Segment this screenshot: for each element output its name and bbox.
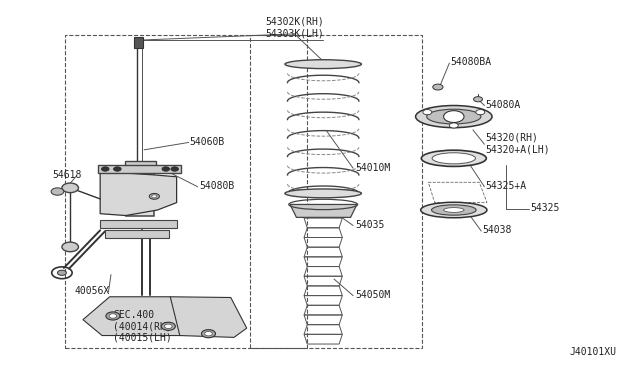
Circle shape	[444, 111, 464, 122]
Polygon shape	[100, 173, 177, 215]
Circle shape	[62, 183, 79, 193]
Text: 54080A: 54080A	[486, 100, 521, 110]
Text: J40101XU: J40101XU	[570, 347, 616, 357]
Text: 54035: 54035	[355, 220, 385, 230]
Text: SEC.400
(40014(RH)
(40015(LH): SEC.400 (40014(RH) (40015(LH)	[113, 310, 172, 343]
Circle shape	[152, 195, 157, 198]
Circle shape	[106, 312, 120, 320]
Circle shape	[51, 188, 64, 195]
Ellipse shape	[285, 60, 362, 68]
Text: 54320(RH)
54320+A(LH): 54320(RH) 54320+A(LH)	[486, 133, 550, 154]
Circle shape	[423, 110, 432, 115]
Bar	[99, 165, 181, 173]
Ellipse shape	[444, 208, 464, 212]
Circle shape	[164, 324, 172, 328]
Circle shape	[474, 97, 483, 102]
Circle shape	[171, 167, 179, 171]
Circle shape	[161, 322, 175, 330]
Text: 54080B: 54080B	[199, 181, 234, 191]
Bar	[250, 35, 422, 349]
Circle shape	[109, 314, 116, 318]
Text: 54080BA: 54080BA	[451, 57, 492, 67]
Text: 54010M: 54010M	[355, 163, 390, 173]
Ellipse shape	[427, 109, 481, 124]
Circle shape	[449, 123, 458, 128]
Ellipse shape	[421, 150, 486, 166]
Bar	[125, 161, 156, 166]
Bar	[105, 230, 169, 238]
Circle shape	[433, 84, 443, 90]
Text: 54325: 54325	[531, 203, 559, 213]
Circle shape	[149, 193, 159, 199]
Text: 54060B: 54060B	[189, 137, 225, 147]
Ellipse shape	[432, 153, 476, 164]
Circle shape	[62, 242, 79, 252]
Text: 54038: 54038	[483, 225, 512, 235]
Ellipse shape	[431, 205, 476, 215]
Polygon shape	[290, 205, 357, 217]
Ellipse shape	[420, 202, 487, 218]
Bar	[100, 220, 177, 228]
Bar	[65, 35, 307, 349]
Text: 54618: 54618	[52, 170, 82, 180]
Circle shape	[476, 110, 484, 115]
Circle shape	[202, 330, 216, 338]
Bar	[134, 37, 143, 48]
Text: 54050M: 54050M	[355, 290, 390, 300]
Polygon shape	[83, 297, 186, 336]
Text: 54325+A: 54325+A	[486, 181, 527, 191]
Ellipse shape	[415, 106, 492, 128]
Circle shape	[205, 331, 212, 336]
Text: 40056X: 40056X	[75, 286, 110, 296]
Ellipse shape	[285, 189, 362, 198]
Circle shape	[113, 167, 121, 171]
Text: 54302K(RH)
54303K(LH): 54302K(RH) 54303K(LH)	[265, 16, 324, 38]
Polygon shape	[170, 297, 246, 337]
Circle shape	[162, 167, 170, 171]
Circle shape	[101, 167, 109, 171]
Circle shape	[58, 270, 67, 275]
Bar	[126, 164, 154, 215]
